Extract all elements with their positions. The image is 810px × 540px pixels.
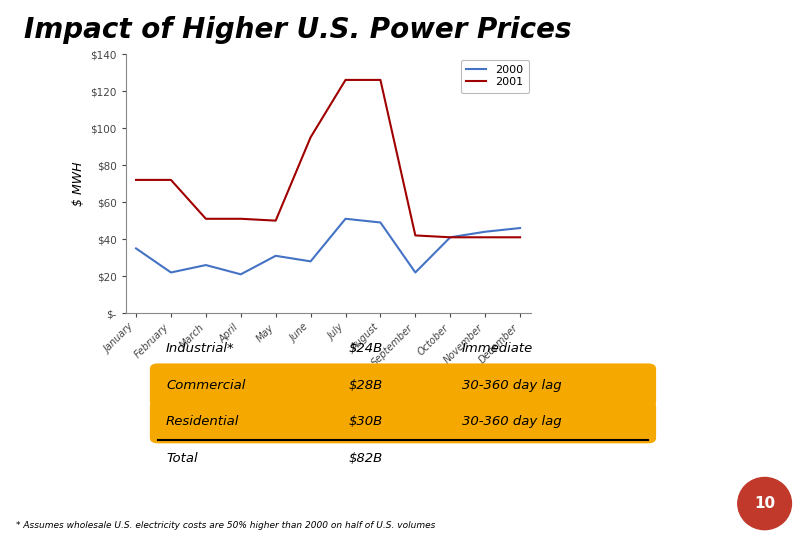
2001 [271,218,280,224]
Text: Impact of Higher U.S. Power Prices: Impact of Higher U.S. Power Prices [24,16,572,44]
Text: $82B: $82B [348,452,382,465]
2001 [411,232,420,239]
2000 [236,271,245,278]
Legend: 2000, 2001: 2000, 2001 [461,59,529,93]
Text: $30B: $30B [348,415,382,428]
2000 [271,253,280,259]
Text: 30-360 day lag: 30-360 day lag [462,379,561,392]
2001 [305,134,315,140]
X-axis label: Price ($/MWh): Price ($/MWh) [289,370,367,380]
2000 [411,269,420,276]
2001 [446,234,455,240]
2000 [131,245,141,252]
2001 [341,77,351,83]
Text: Residential: Residential [166,415,240,428]
Line: 2000: 2000 [136,219,520,274]
2001 [131,177,141,183]
Text: $28B: $28B [348,379,382,392]
2000 [166,269,176,276]
Text: * Assumes wholesale U.S. electricity costs are 50% higher than 2000 on half of U: * Assumes wholesale U.S. electricity cos… [16,521,436,530]
2000 [446,234,455,240]
2000 [341,215,351,222]
Text: 30-360 day lag: 30-360 day lag [462,415,561,428]
2000 [480,228,490,235]
Text: Total: Total [166,452,198,465]
Text: Industrial*: Industrial* [166,342,235,355]
Text: 10: 10 [754,496,775,511]
2000 [515,225,525,231]
Line: 2001: 2001 [136,80,520,237]
Text: $24B: $24B [348,342,382,355]
2001 [376,77,386,83]
Text: Immediate: Immediate [462,342,533,355]
Circle shape [738,477,791,530]
2000 [305,258,315,265]
2001 [236,215,245,222]
2000 [376,219,386,226]
2001 [166,177,176,183]
2000 [201,262,211,268]
Text: Commercial: Commercial [166,379,245,392]
Y-axis label: $ MWH: $ MWH [71,161,84,206]
2001 [515,234,525,240]
2001 [201,215,211,222]
2001 [480,234,490,240]
